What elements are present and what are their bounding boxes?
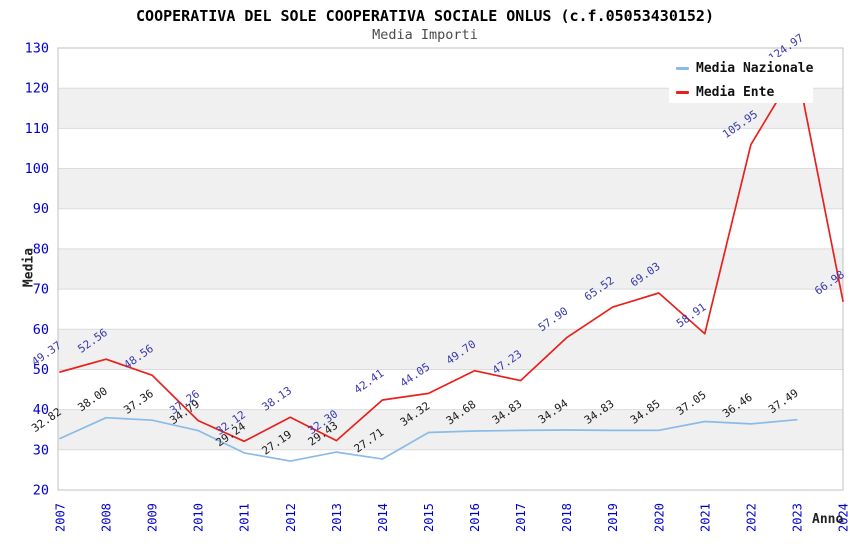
y-tick-label: 30	[33, 442, 49, 458]
y-tick-label: 40	[33, 402, 49, 418]
series-line-media-nazionale	[59, 416, 798, 462]
y-tick-label: 120	[25, 81, 49, 97]
x-tick-label: 2009	[146, 503, 160, 532]
y-tick-label: 50	[33, 362, 49, 378]
plot-band	[58, 409, 843, 450]
x-tick-label: 2021	[698, 503, 712, 532]
legend-line-swatch-media-nazionale	[676, 66, 689, 70]
x-tick-label: 2011	[238, 503, 252, 532]
x-tick-label: 2015	[422, 503, 436, 532]
y-tick-label: 70	[33, 282, 49, 298]
y-tick-label: 90	[33, 201, 49, 217]
x-tick-label: 2023	[790, 503, 804, 532]
x-tick-label: 2017	[514, 503, 528, 532]
x-tick-label: 2008	[100, 503, 114, 532]
legend-item-media-nazionale: Media Nazionale	[676, 59, 813, 78]
y-tick-label: 110	[25, 121, 49, 137]
legend-item-media-ente: Media Ente	[676, 83, 813, 102]
x-tick-label: 2014	[376, 503, 390, 532]
y-tick-label: 100	[25, 161, 49, 177]
plot-band	[58, 329, 843, 370]
legend-label-media-ente: Media Ente	[696, 84, 775, 100]
y-tick-label: 20	[33, 483, 49, 499]
x-tick-label: 2018	[560, 503, 574, 532]
y-tick-label: 130	[25, 41, 49, 57]
x-tick-label: 2012	[284, 503, 298, 532]
x-tick-label: 2013	[330, 503, 344, 532]
x-tick-label: 2007	[54, 503, 68, 532]
legend: Media Nazionale Media Ente	[669, 57, 813, 103]
y-tick-label: 60	[33, 322, 49, 338]
y-tick-label: 80	[33, 241, 49, 257]
chart-subtitle: Media Importi	[372, 27, 478, 43]
plot-band	[58, 248, 843, 290]
y-axis-title: Media	[21, 247, 37, 288]
plot-border	[57, 47, 844, 491]
legend-line-swatch-media-ente	[676, 90, 689, 94]
x-tick-label: 2024	[837, 503, 850, 532]
plot-band	[58, 168, 843, 209]
x-tick-label: 2016	[468, 503, 482, 532]
x-axis-title: Anno	[812, 512, 844, 527]
x-tick-label: 2022	[744, 503, 758, 532]
x-tick-label: 2019	[606, 503, 620, 532]
x-tick-label: 2020	[652, 503, 666, 532]
x-tick-label: 2010	[192, 503, 206, 532]
legend-label-media-nazionale: Media Nazionale	[696, 60, 814, 76]
chart-title: COOPERATIVA DEL SOLE COOPERATIVA SOCIALE…	[136, 7, 714, 25]
series-line-media-ente	[59, 67, 844, 443]
